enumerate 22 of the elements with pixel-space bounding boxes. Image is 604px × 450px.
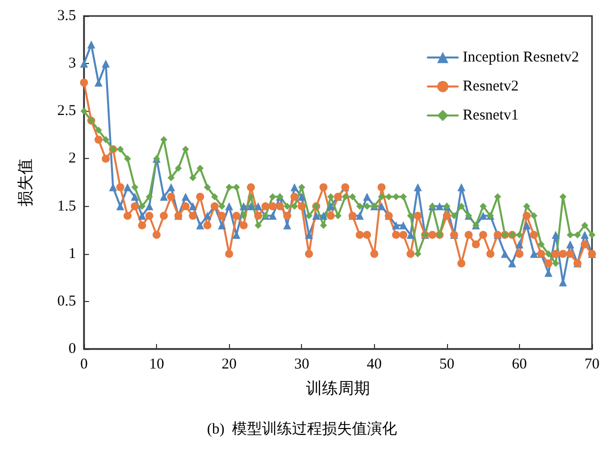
y-tick-label: 1: [68, 246, 76, 262]
x-tick-label: 30: [294, 356, 310, 372]
x-tick-label: 20: [222, 356, 237, 372]
y-tick-label: 0: [68, 341, 76, 357]
y-tick-label: 1.5: [57, 198, 76, 214]
text: (b) 模型训练过程损失值演化: [207, 420, 397, 438]
legend-label: Inception Resnetv2: [462, 50, 580, 66]
legend-label: Resnetv1: [462, 108, 519, 124]
y-tick-label: 3.5: [57, 8, 76, 24]
x-axis-title: 训练周期: [306, 380, 370, 398]
y-tick-label: 0.5: [57, 293, 76, 310]
legend-label: Resnetv2: [462, 78, 519, 94]
x-tick-label: 70: [584, 356, 600, 372]
x-tick-label: 40: [366, 356, 382, 372]
y-axis-title: 损失值: [16, 158, 34, 206]
y-tick-label: 2: [68, 150, 76, 167]
y-tick-label: 2.5: [57, 103, 76, 120]
x-tick-label: 0: [80, 356, 88, 372]
x-tick-label: 10: [149, 356, 164, 372]
x-tick-label: 50: [439, 356, 454, 372]
y-tick-label: 3: [68, 56, 76, 72]
x-tick-label: 60: [512, 356, 527, 372]
